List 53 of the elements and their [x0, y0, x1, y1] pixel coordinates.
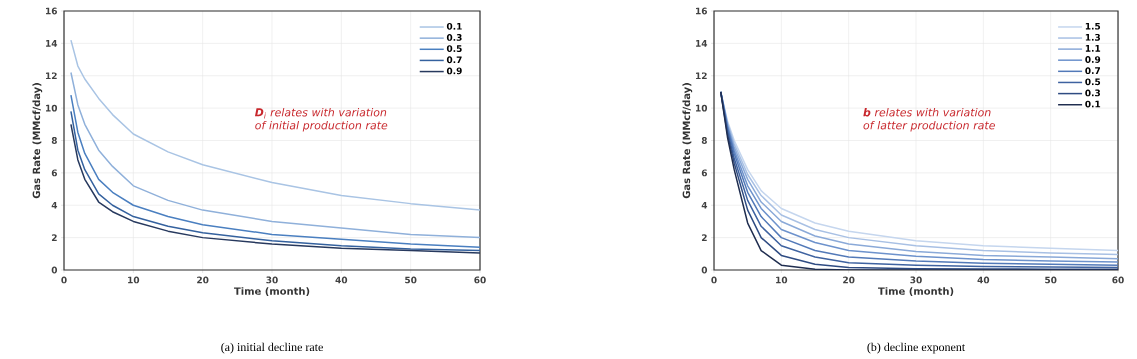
legend-label: 0.3 [1085, 89, 1101, 97]
x-tick-label: 0 [711, 276, 717, 284]
legend-label: 0.5 [1085, 78, 1101, 86]
legend-label: 0.5 [446, 45, 462, 52]
y-tick-label: 12 [46, 72, 57, 80]
legend-label: 0.7 [1085, 67, 1101, 75]
x-tick-label: 40 [977, 276, 990, 284]
x-axis-title: Time (month) [234, 287, 310, 297]
legend-label: 1.1 [1085, 45, 1101, 52]
x-tick-label: 30 [266, 276, 278, 284]
y-tick-label: 4 [701, 201, 708, 209]
x-tick-label: 40 [335, 276, 348, 284]
legend-label: 1.3 [1085, 33, 1101, 41]
y-axis-title: Gas Rate (MMcf/day) [32, 83, 43, 199]
y-tick-label: 14 [696, 40, 708, 47]
y-tick-label: 6 [701, 169, 708, 177]
y-tick-label: 16 [46, 7, 58, 15]
legend-label: 0.9 [1085, 56, 1101, 63]
x-tick-label: 50 [405, 276, 417, 284]
y-tick-label: 6 [51, 169, 58, 177]
y-tick-label: 8 [51, 137, 57, 144]
x-tick-label: 20 [843, 276, 855, 284]
x-tick-label: 60 [474, 276, 486, 284]
text: (b) decline exponent [867, 342, 966, 354]
y-tick-label: 14 [46, 40, 58, 47]
x-tick-label: 30 [910, 276, 922, 284]
annotation: D$_{i}$ relates with variation of initial production rate [254, 108, 388, 132]
x-tick-label: 20 [197, 276, 209, 284]
x-tick-label: 60 [1112, 276, 1124, 284]
y-tick-label: 10 [696, 104, 708, 112]
x-axis-title: Time (month) [878, 287, 954, 297]
text: (a) initial decline rate [221, 342, 323, 354]
x-tick-label: 0 [61, 276, 67, 284]
y-tick-label: 16 [696, 7, 708, 15]
y-tick-label: 2 [51, 234, 57, 241]
y-tick-label: 12 [696, 72, 707, 80]
legend-label: 1.5 [1085, 22, 1101, 30]
legend-label: 0.7 [446, 56, 462, 64]
x-tick-label: 50 [1045, 276, 1057, 284]
legend-label: 0.3 [446, 34, 462, 41]
y-tick-label: 4 [51, 201, 58, 209]
y-axis-title: Gas Rate (MMcf/day) [682, 83, 693, 199]
x-tick-label: 10 [128, 276, 140, 284]
y-tick-label: 2 [701, 234, 707, 241]
legend-label: 0.1 [1085, 100, 1101, 108]
y-tick-label: 0 [51, 266, 58, 274]
x-tick-label: 10 [776, 276, 788, 284]
y-tick-label: 0 [701, 266, 708, 274]
annotation: b relates with variation of latter production rate [863, 108, 995, 132]
legend-label: 0.1 [446, 22, 462, 30]
legend-label: 0.9 [446, 67, 462, 75]
y-tick-label: 8 [701, 137, 707, 144]
y-tick-label: 10 [46, 104, 58, 112]
